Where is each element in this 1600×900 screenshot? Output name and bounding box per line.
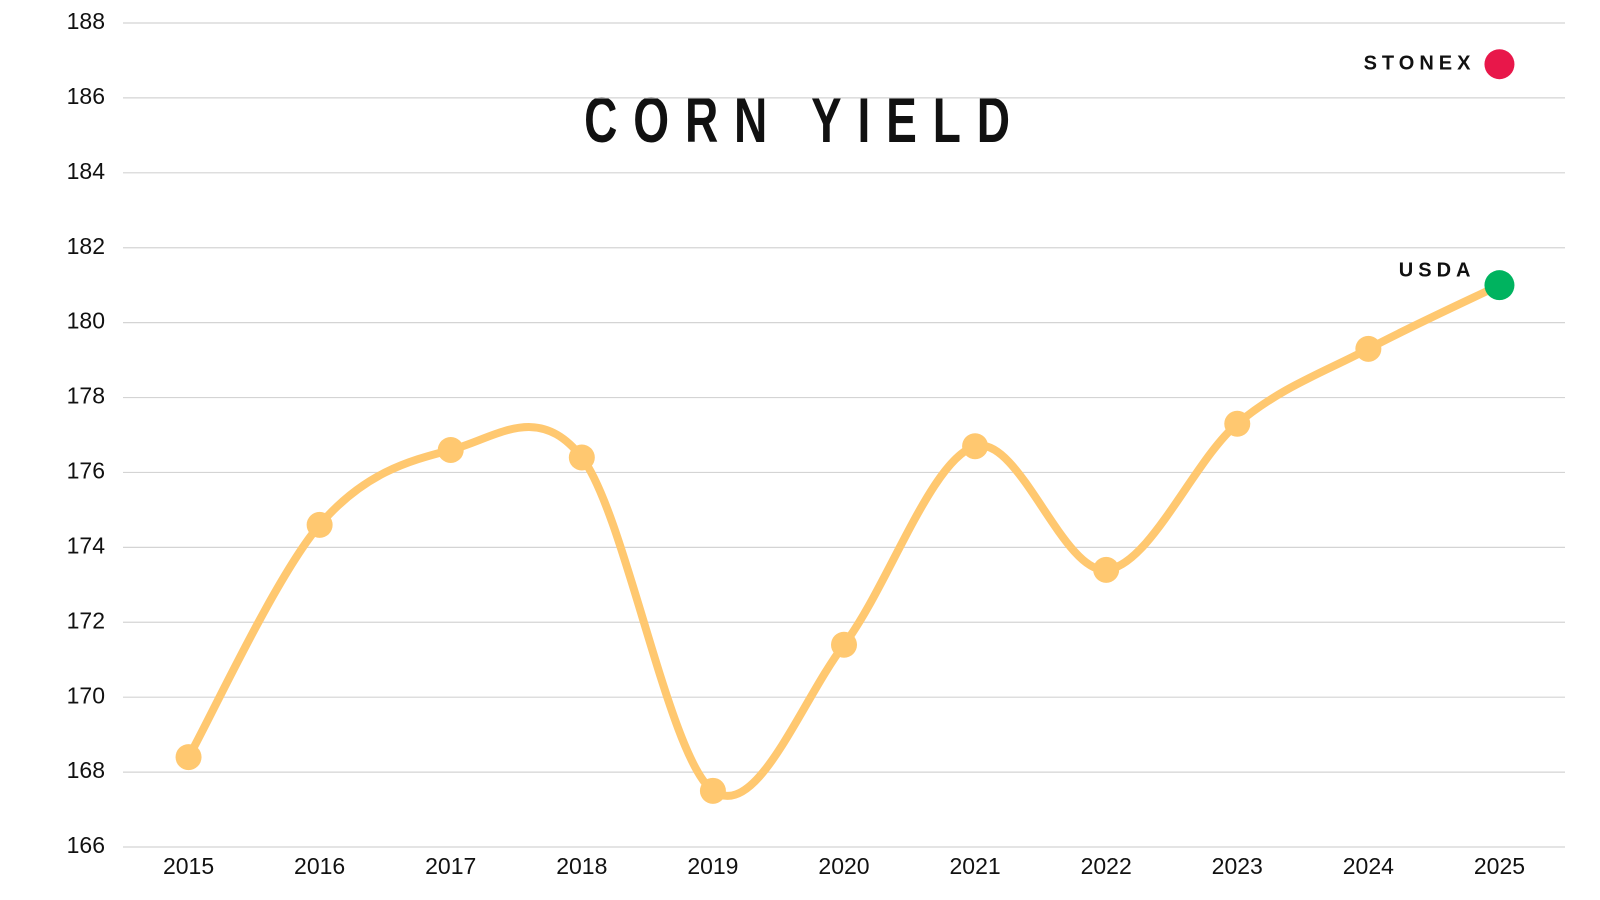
- point: [175, 744, 202, 771]
- x-tick-label: 2020: [818, 853, 869, 879]
- y-tick-label: 178: [67, 383, 105, 409]
- x-tick-label: 2019: [687, 853, 738, 879]
- x-tick-label: 2024: [1343, 853, 1394, 879]
- annotation-label: STONEX: [1364, 52, 1476, 74]
- point: [1224, 410, 1251, 437]
- y-tick-label: 166: [67, 832, 105, 858]
- annotation-point: [1484, 49, 1515, 80]
- y-tick-label: 172: [67, 607, 105, 633]
- x-tick-label: 2022: [1081, 853, 1132, 879]
- x-tick-label: 2023: [1212, 853, 1263, 879]
- y-tick-label: 168: [67, 757, 105, 783]
- y-tick-label: 184: [67, 158, 106, 184]
- annotation-point: [1484, 270, 1515, 301]
- x-tick-label: 2017: [425, 853, 476, 879]
- x-tick-label: 2025: [1474, 853, 1525, 879]
- x-tick-label: 2016: [294, 853, 345, 879]
- y-tick-label: 176: [67, 458, 105, 484]
- point: [699, 777, 726, 804]
- chart-title: CORN YIELD: [584, 85, 1026, 156]
- y-tick-label: 170: [67, 682, 105, 708]
- y-tick-label: 186: [67, 83, 105, 109]
- annotation-label: USDA: [1399, 259, 1476, 281]
- point: [1093, 556, 1120, 583]
- x-tick-label: 2018: [556, 853, 607, 879]
- point: [306, 511, 333, 538]
- y-tick-label: 188: [67, 8, 105, 34]
- x-tick-label: 2015: [163, 853, 214, 879]
- point: [962, 433, 989, 460]
- x-tick-label: 2021: [950, 853, 1001, 879]
- line: [184, 281, 1504, 800]
- point: [437, 436, 464, 463]
- y-tick-label: 182: [67, 233, 105, 259]
- y-tick-label: 174: [67, 532, 106, 558]
- y-tick-label: 180: [67, 308, 105, 334]
- point: [831, 631, 857, 658]
- point: [1355, 335, 1382, 362]
- point: [568, 444, 595, 471]
